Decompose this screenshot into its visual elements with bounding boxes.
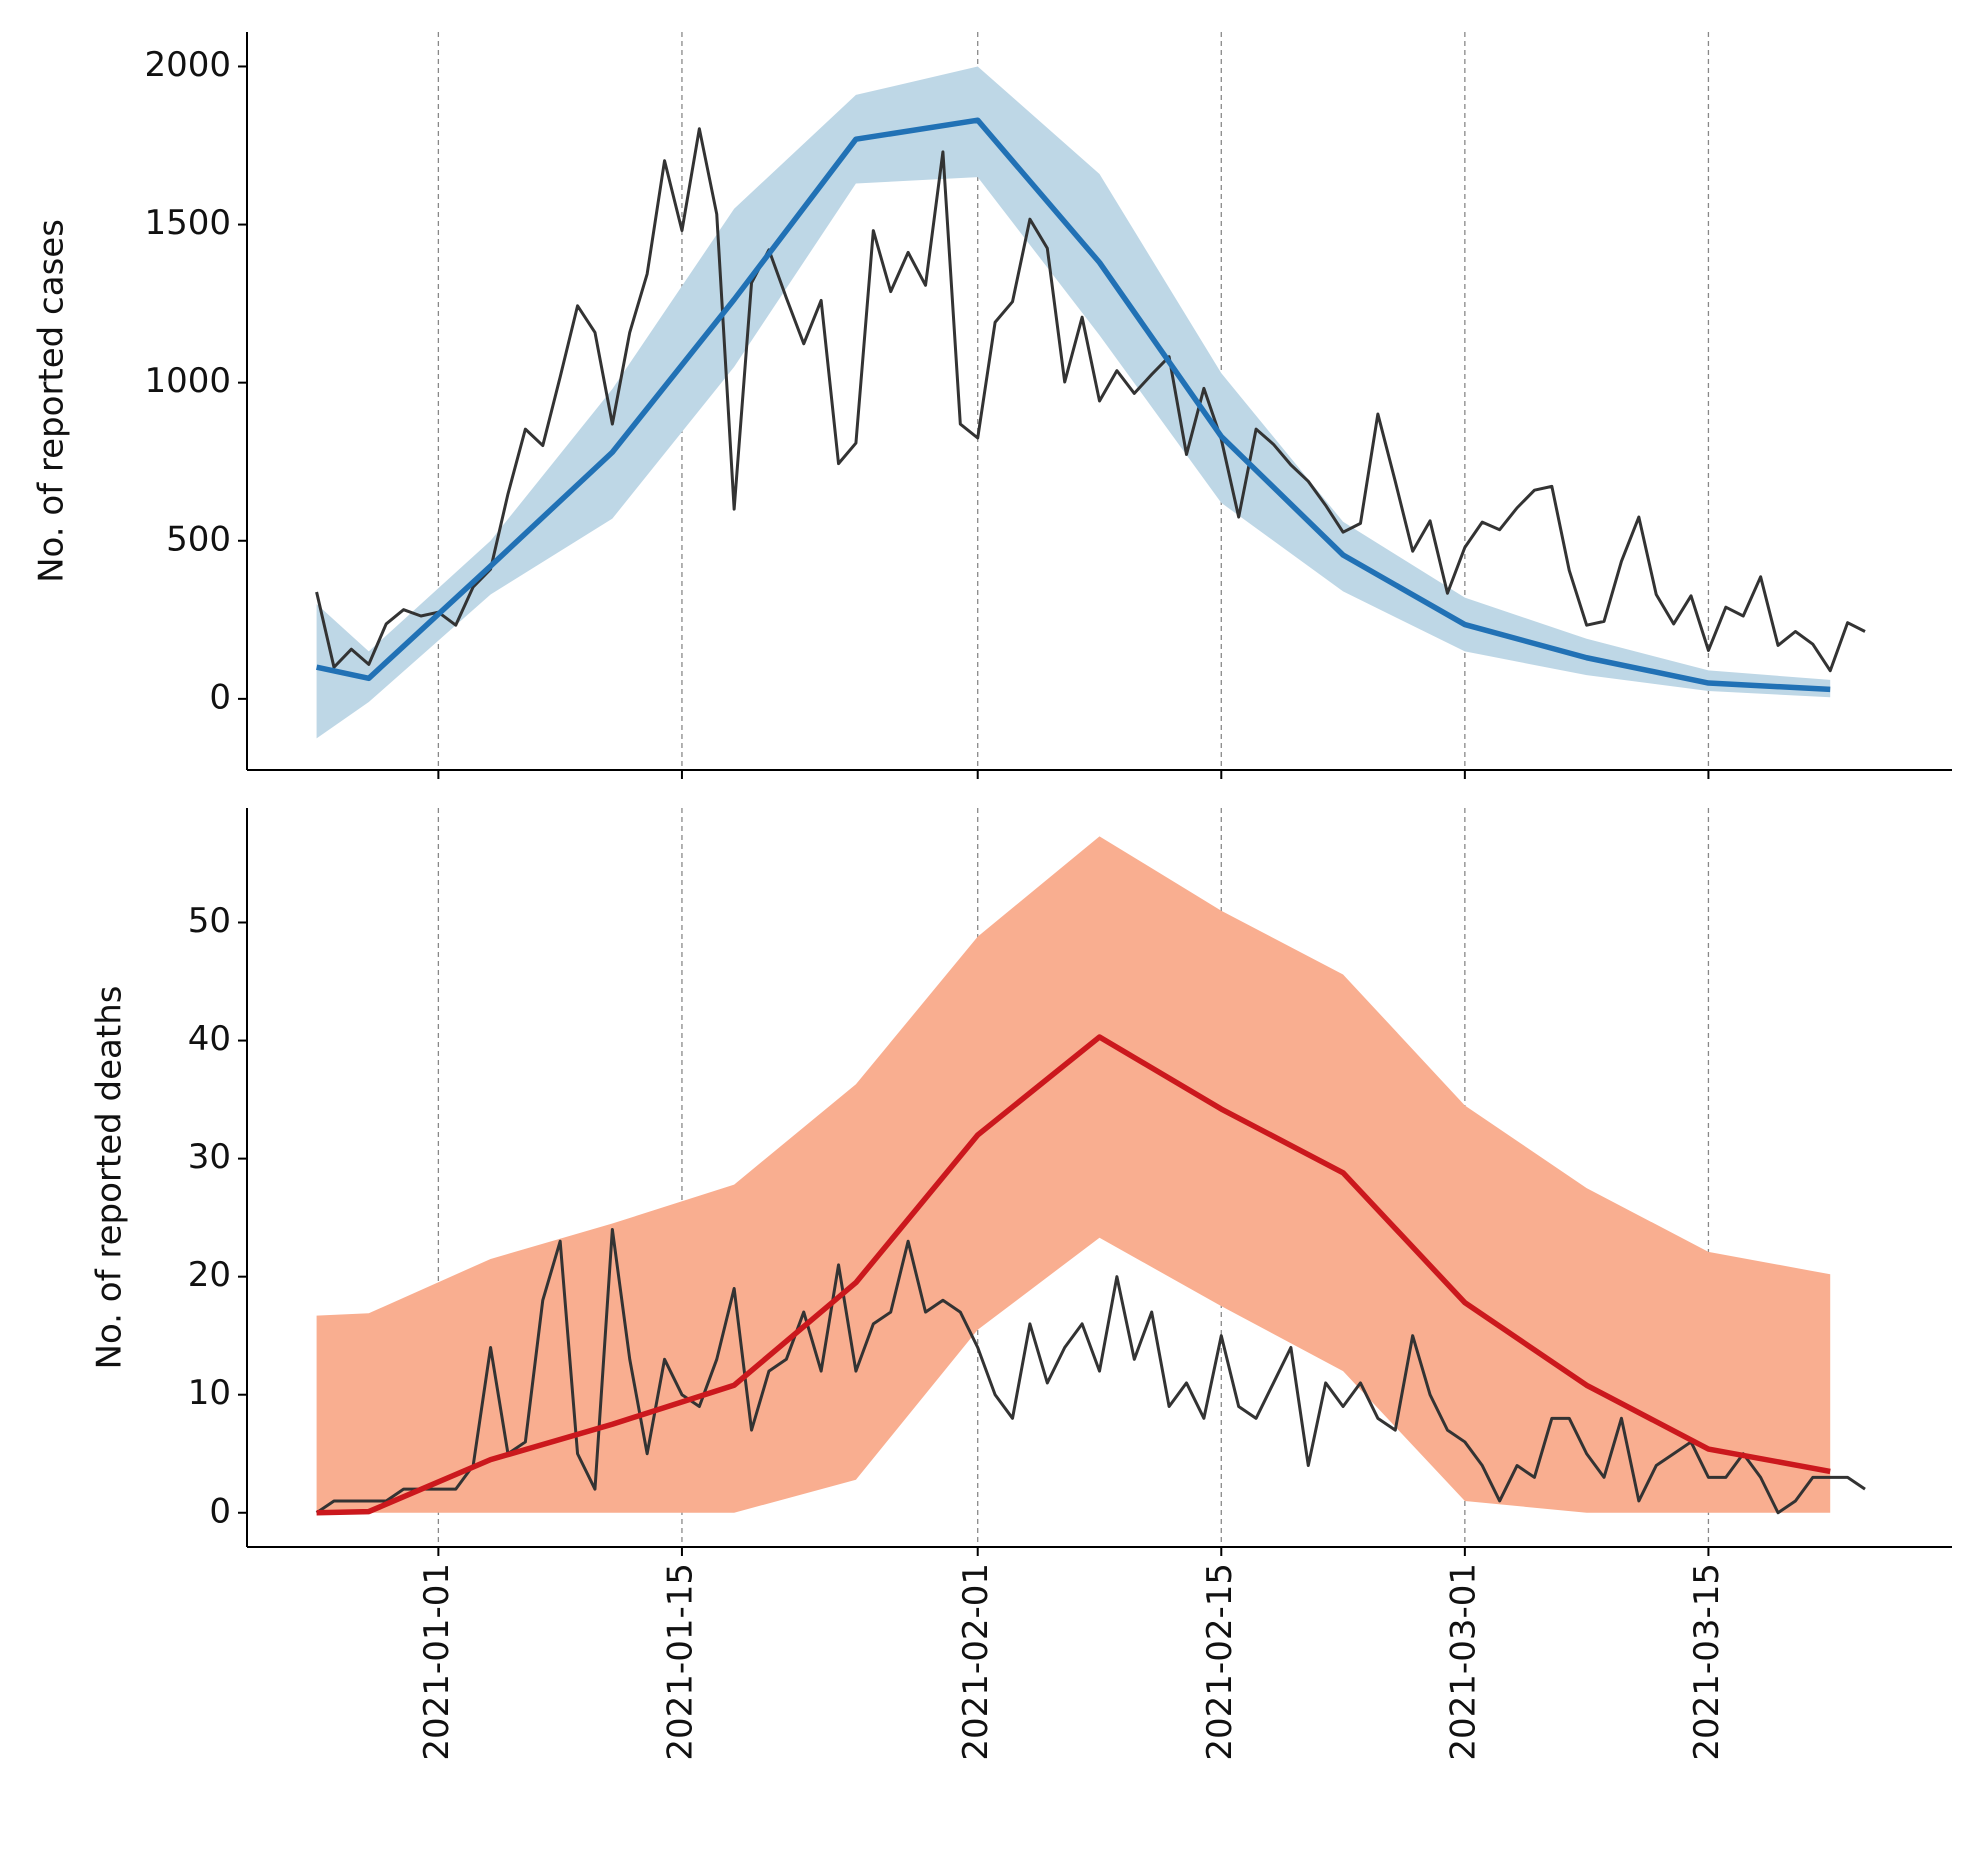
model-line	[316, 1034, 1831, 1516]
confidence-band	[316, 66, 1831, 739]
x-tick-label: 2021-02-01	[956, 1563, 996, 1761]
y-tick-label: 30	[188, 1137, 231, 1177]
y-tick-label: 50	[188, 901, 231, 941]
observed-line	[315, 127, 1866, 673]
y-tick-label: 1500	[144, 203, 231, 243]
x-tick-label: 2021-03-15	[1687, 1563, 1727, 1761]
model-line	[316, 117, 1831, 693]
y-axis-label: No. of reported deaths	[90, 986, 130, 1370]
y-tick-label: 500	[166, 519, 231, 559]
x-tick-label: 2021-02-15	[1200, 1563, 1240, 1761]
y-tick-label: 0	[209, 677, 231, 717]
y-tick-label: 1000	[144, 361, 231, 401]
x-tick-label: 2021-01-15	[660, 1563, 700, 1761]
y-axis-label: No. of reported cases	[32, 219, 72, 583]
y-tick-label: 20	[188, 1255, 231, 1295]
confidence-band	[316, 836, 1831, 1513]
observed-line	[315, 1227, 1866, 1515]
x-tick-label: 2021-03-01	[1443, 1563, 1483, 1761]
y-tick-label: 2000	[144, 45, 231, 85]
y-tick-label: 10	[188, 1373, 231, 1413]
y-tick-label: 40	[188, 1019, 231, 1059]
y-tick-label: 0	[209, 1491, 231, 1531]
x-tick-label: 2021-01-01	[417, 1563, 457, 1761]
